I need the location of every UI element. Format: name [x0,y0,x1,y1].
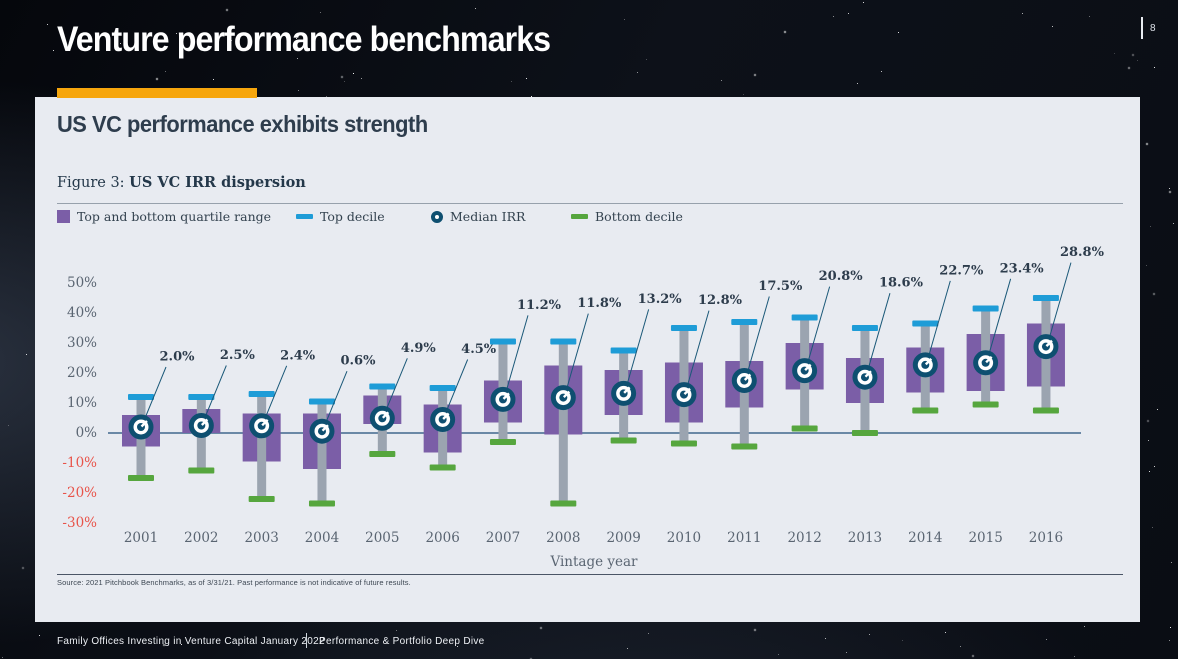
page-number-divider [1141,17,1143,39]
median-irr-donut-icon [431,210,443,223]
legend-label: Bottom decile [595,209,683,224]
footer-deck-title: Family Offices Investing in Venture Capi… [57,636,325,647]
source-note: Source: 2021 Pitchbook Benchmarks, as of… [57,578,411,587]
legend-item-quartile-range: Top and bottom quartile range [57,209,271,224]
top-decile-dash-icon [296,214,313,219]
chart-legend: Top and bottom quartile range Top decile… [57,209,1123,231]
caption-divider-line [57,203,1123,204]
slide-title: Venture performance benchmarks [57,20,551,59]
quartile-range-swatch-icon [57,210,70,223]
content-card: US VC performance exhibits strength Figu… [35,97,1140,622]
legend-label: Top decile [320,209,385,224]
legend-item-top-decile: Top decile [296,209,385,224]
slide-footer: Family Offices Investing in Venture Capi… [0,628,1178,659]
figure-label: Figure 3: [57,175,130,191]
footer-separator [306,633,307,648]
figure-title: US VC IRR dispersion [129,174,306,191]
starfield-big [0,0,2,2]
bottom-decile-dash-icon [571,214,588,219]
section-heading: US VC performance exhibits strength [57,111,428,137]
accent-bar [57,88,257,98]
source-divider-line [57,574,1123,575]
footer-section-title: Performance & Portfolio Deep Dive [319,636,485,647]
legend-label: Median IRR [450,209,526,224]
legend-item-median-irr: Median IRR [431,209,525,224]
figure-caption: Figure 3: US VC IRR dispersion [57,174,306,191]
page-number: 8 [1150,23,1156,34]
legend-item-bottom-decile: Bottom decile [571,209,683,224]
legend-label: Top and bottom quartile range [77,209,272,224]
